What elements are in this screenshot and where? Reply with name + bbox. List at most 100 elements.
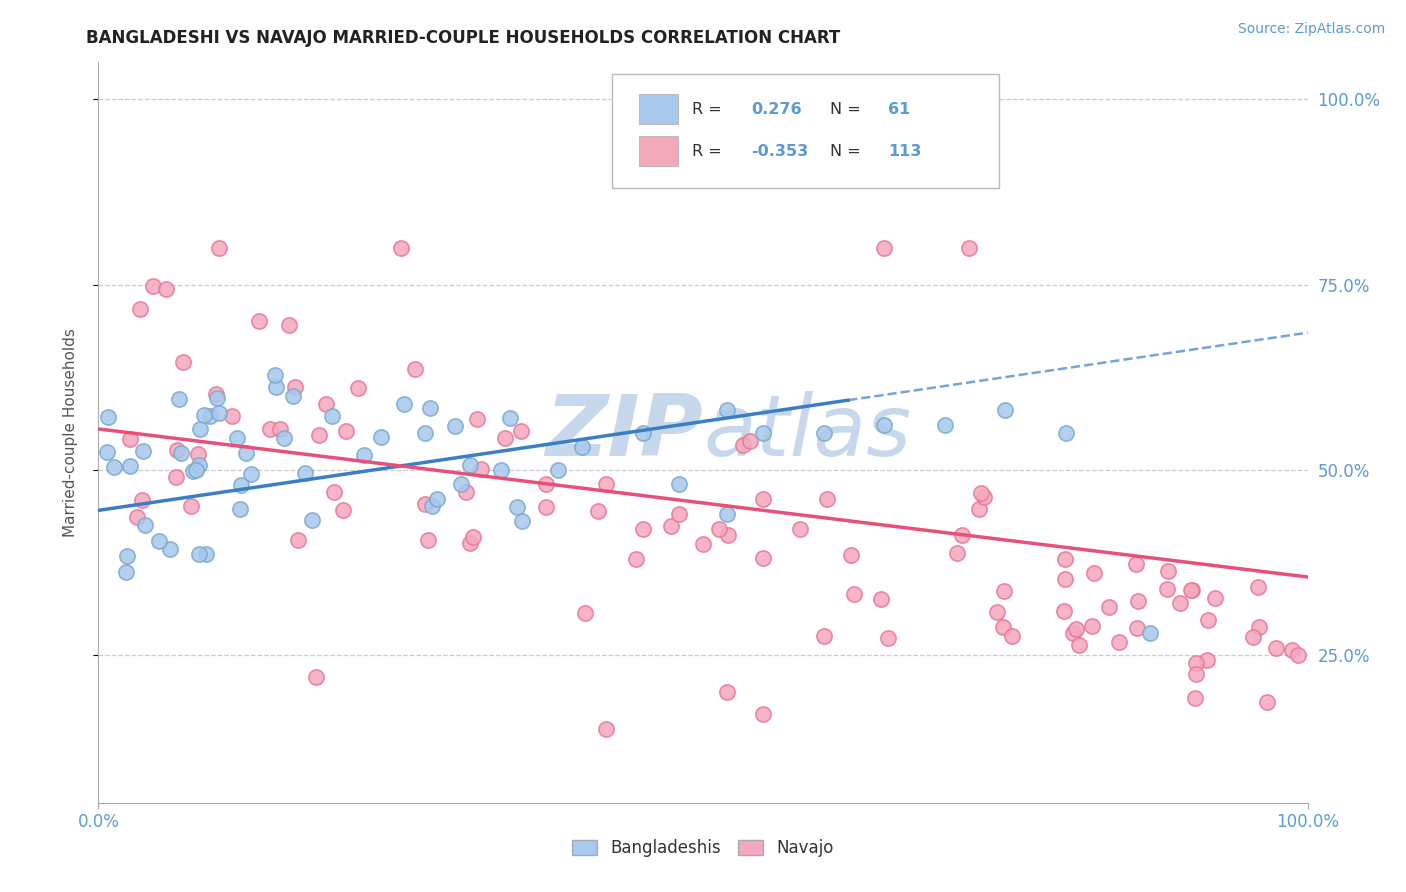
Point (465, 412, 488, 426)
Point (239, 467, 262, 481)
Point (595, 722, 617, 736)
Text: 0.276: 0.276 (751, 102, 801, 117)
Point (456, 484, 478, 499)
Point (259, 422, 281, 436)
Point (335, 425, 357, 439)
Point (281, 389, 304, 403)
Point (491, 463, 513, 477)
Point (418, 533, 440, 548)
Point (294, 466, 316, 480)
Point (1067, 638, 1090, 652)
Point (510, 515, 533, 529)
Point (1241, 630, 1264, 644)
Point (193, 408, 215, 422)
Point (1083, 566, 1105, 581)
Point (752, 492, 775, 507)
Text: ZIP: ZIP (546, 391, 703, 475)
Point (458, 458, 481, 472)
Point (534, 500, 557, 514)
Point (188, 422, 211, 436)
Point (873, 418, 896, 433)
Point (1204, 591, 1226, 605)
Point (129, 301, 152, 316)
Point (668, 477, 690, 491)
Point (1062, 625, 1084, 640)
Point (534, 476, 557, 491)
Point (993, 584, 1015, 599)
Point (752, 425, 775, 440)
Point (370, 430, 392, 444)
Point (716, 403, 738, 417)
Text: N =: N = (830, 144, 866, 159)
Point (717, 527, 740, 541)
Point (1249, 619, 1271, 633)
Point (815, 491, 838, 506)
Point (626, 552, 648, 566)
Point (631, 522, 654, 536)
Point (1052, 604, 1074, 618)
Point (1180, 582, 1202, 597)
Point (1181, 582, 1204, 597)
Point (458, 535, 481, 549)
Point (1256, 695, 1278, 709)
Point (716, 685, 738, 699)
Point (1286, 648, 1309, 662)
Text: R =: R = (692, 102, 727, 117)
FancyBboxPatch shape (613, 73, 1000, 188)
Point (165, 469, 187, 483)
Point (1108, 635, 1130, 649)
Point (506, 500, 529, 515)
Point (170, 445, 193, 459)
Point (155, 283, 177, 297)
Point (950, 527, 973, 541)
Point (631, 425, 654, 440)
Point (389, 240, 412, 254)
Point (183, 464, 205, 478)
Point (659, 518, 682, 533)
Point (392, 397, 415, 411)
Point (994, 403, 1017, 417)
Point (284, 380, 307, 394)
Point (221, 409, 243, 423)
Point (148, 534, 170, 549)
Point (709, 522, 731, 536)
Point (167, 392, 190, 407)
Point (444, 419, 467, 434)
Point (731, 437, 754, 451)
Point (273, 432, 295, 446)
Point (813, 425, 835, 440)
Point (510, 425, 533, 439)
Point (96, 444, 118, 458)
Point (1126, 621, 1149, 635)
Text: -0.353: -0.353 (751, 144, 808, 159)
Point (1185, 656, 1208, 670)
Point (494, 431, 516, 445)
Point (115, 565, 138, 579)
Point (450, 477, 472, 491)
Point (1139, 625, 1161, 640)
Point (877, 631, 900, 645)
Point (752, 706, 775, 721)
Point (229, 478, 252, 492)
Point (692, 536, 714, 550)
Point (301, 513, 323, 527)
Point (870, 591, 893, 606)
Point (125, 510, 148, 524)
Point (308, 428, 330, 442)
Point (278, 318, 301, 333)
Point (264, 379, 287, 393)
Point (498, 410, 520, 425)
Point (547, 462, 569, 476)
Point (132, 444, 155, 458)
Point (269, 422, 291, 436)
Point (1156, 582, 1178, 596)
Point (595, 477, 617, 491)
Point (945, 546, 967, 560)
Point (420, 500, 443, 514)
Text: BANGLADESHI VS NAVAJO MARRIED-COUPLE HOUSEHOLDS CORRELATION CHART: BANGLADESHI VS NAVAJO MARRIED-COUPLE HOU… (86, 29, 841, 47)
Point (323, 484, 346, 499)
Point (180, 499, 202, 513)
Point (1001, 629, 1024, 643)
Point (973, 490, 995, 504)
Point (1195, 653, 1218, 667)
